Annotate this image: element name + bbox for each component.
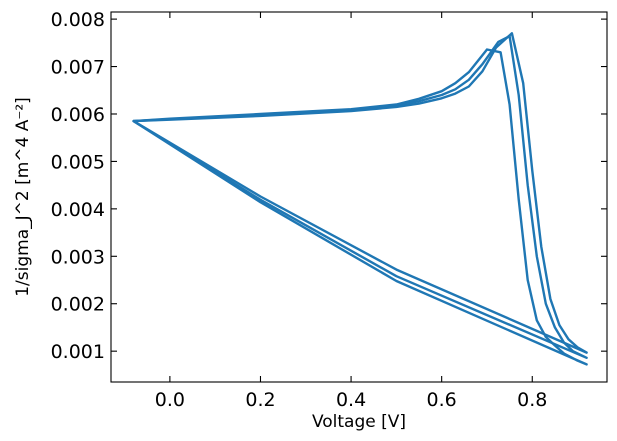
y-axis: 0.001 0.002 0.003 0.004 0.005 0.006 0.007 0.008 [51,9,607,363]
y-tick-label: 0.003 [51,246,105,268]
series-line [132,32,588,354]
y-tick-label: 0.006 [51,104,105,126]
x-tick-label: 0.2 [245,389,275,411]
x-tick-label: 0.8 [517,389,547,411]
y-tick-label: 0.005 [51,151,105,173]
y-tick-label: 0.004 [51,199,105,221]
x-axis: 0.0 0.2 0.4 0.6 0.8 [155,12,547,411]
y-tick-label: 0.007 [51,57,105,79]
y-axis-label: 1/sigma_J^2 [m^4 A⁻²] [13,97,33,297]
x-tick-label: 0.4 [336,389,366,411]
x-tick-label: 0.6 [427,389,457,411]
y-tick-label: 0.002 [51,294,105,316]
x-tick-label: 0.0 [155,389,185,411]
x-axis-label: Voltage [V] [312,412,406,432]
plot-frame [110,11,608,383]
y-tick-label: 0.008 [51,9,105,31]
y-tick-label: 0.001 [51,341,105,363]
series-line [132,48,588,366]
series-layer [132,32,588,366]
